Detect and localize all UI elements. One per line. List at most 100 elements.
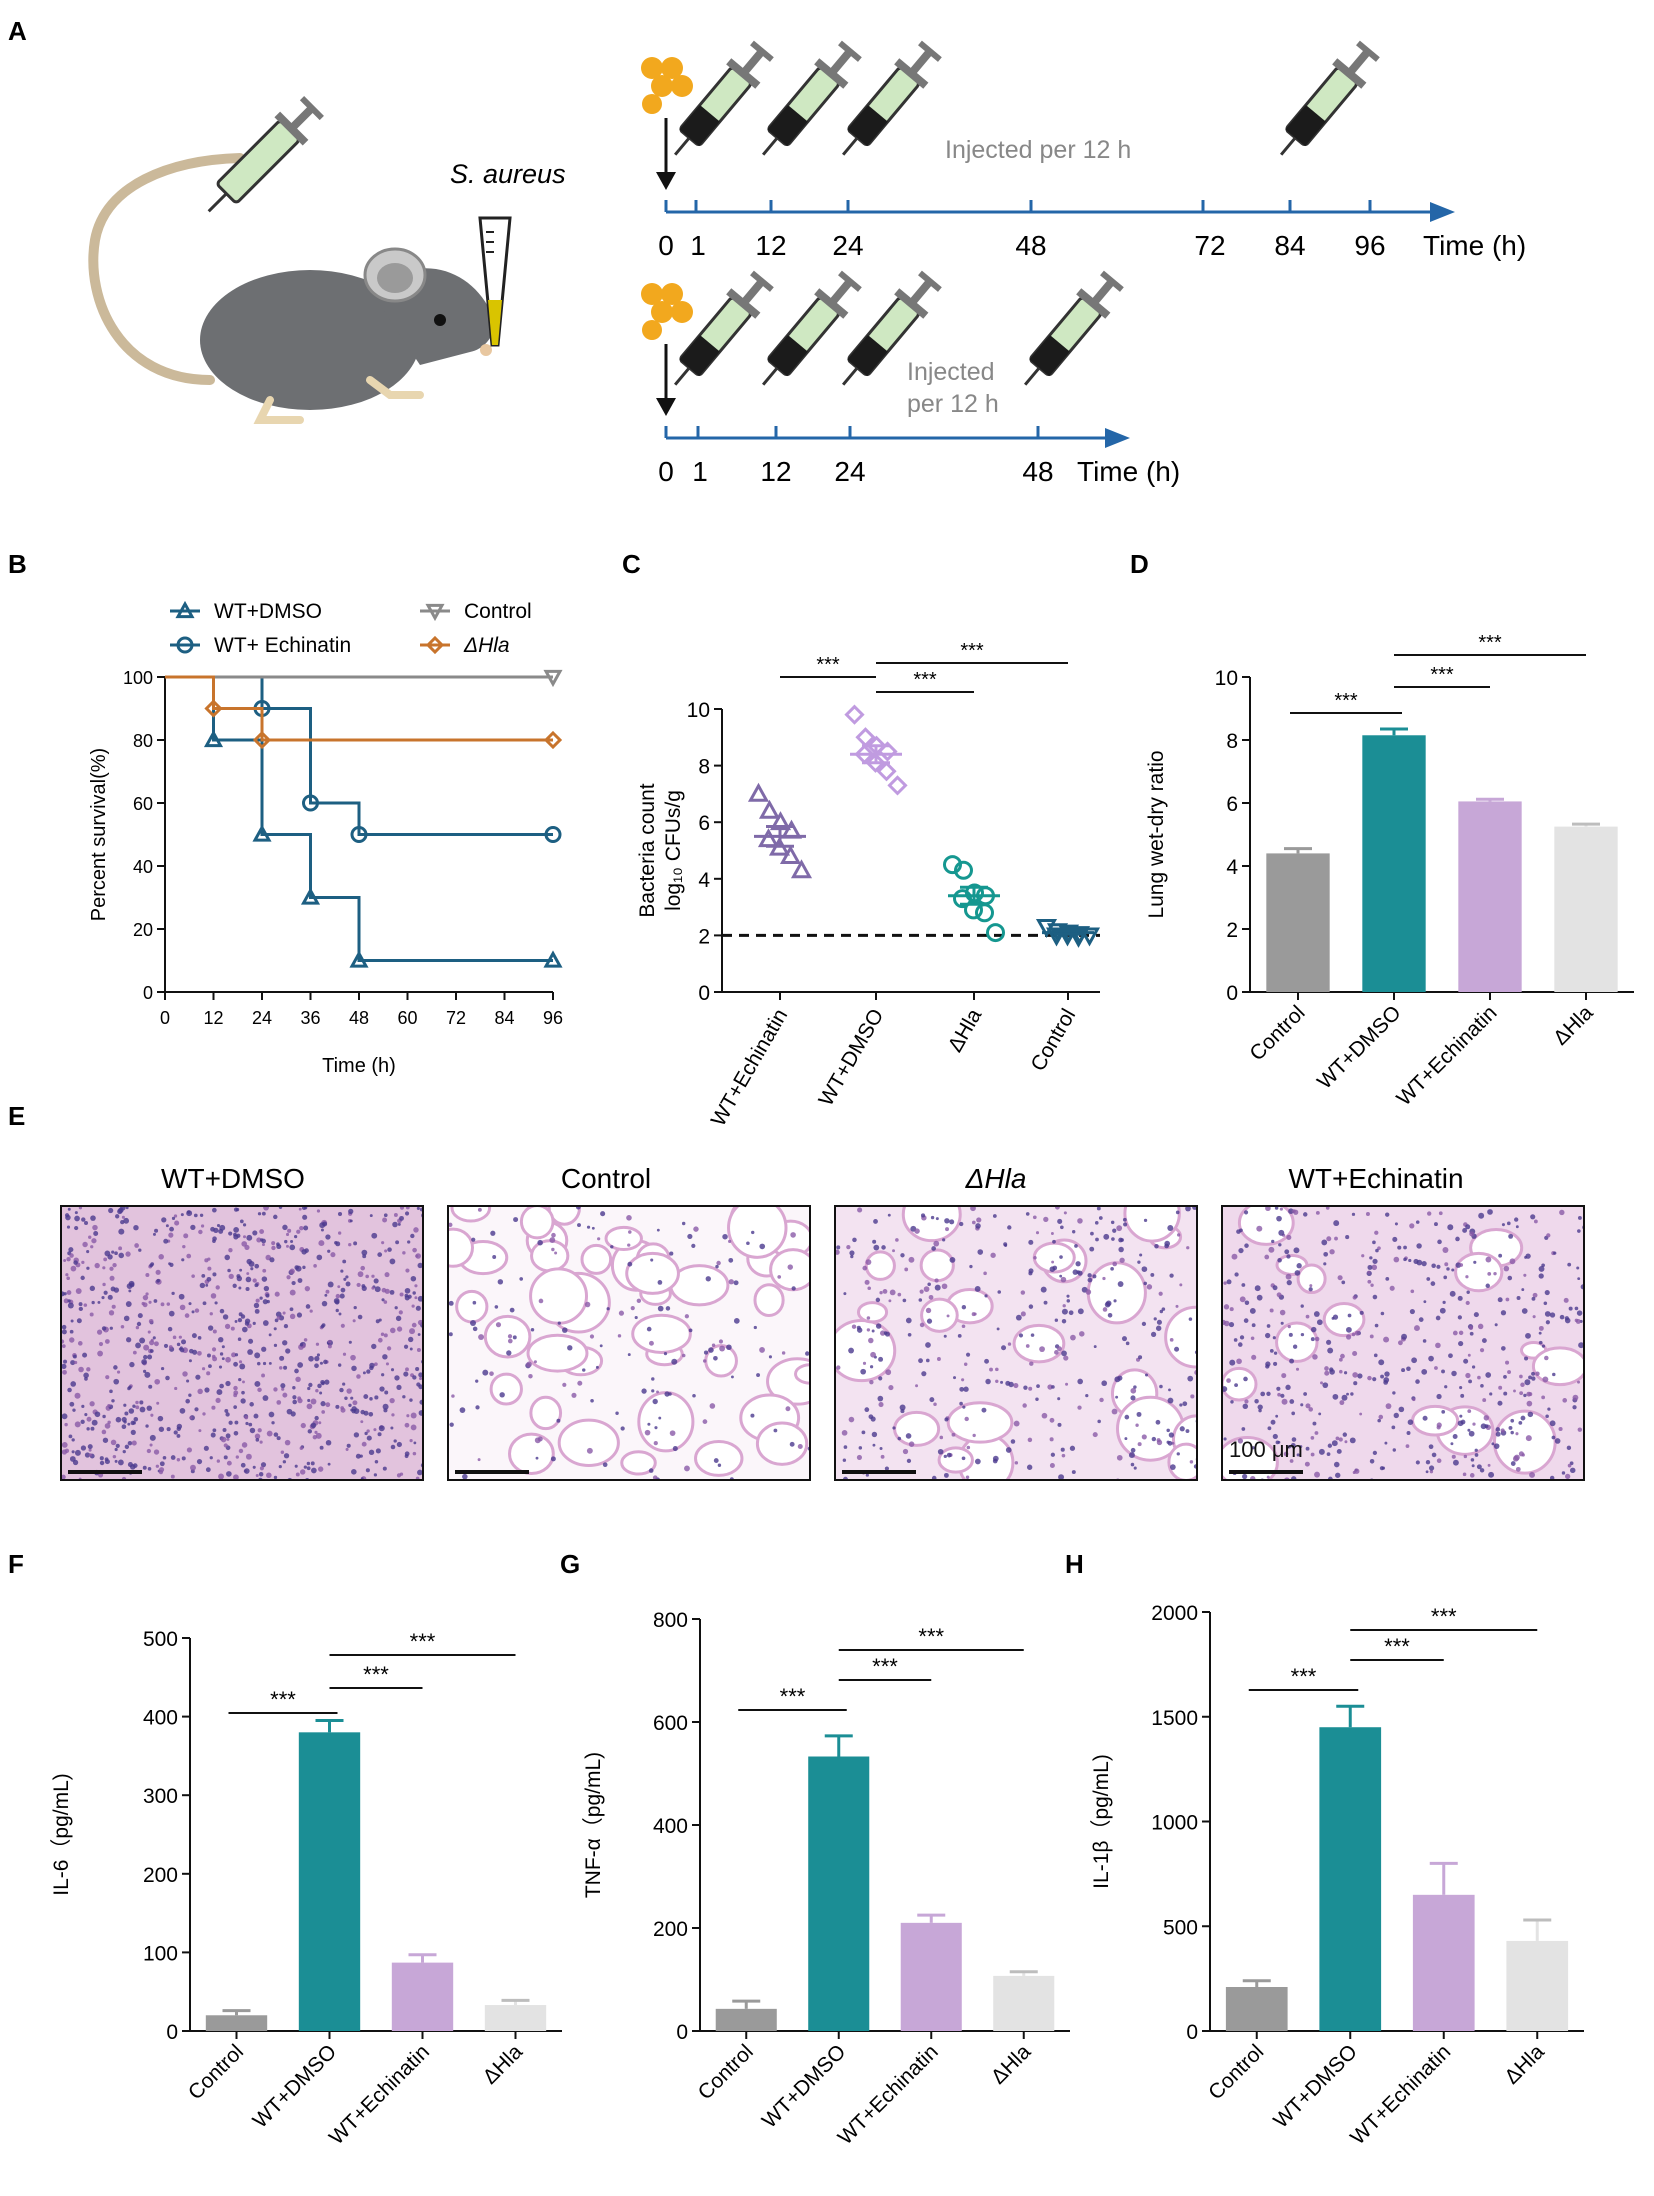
nucleus <box>297 1278 303 1283</box>
nucleus <box>91 1238 97 1244</box>
nucleus <box>120 1219 125 1225</box>
nucleus <box>1036 1384 1040 1389</box>
nucleus <box>1435 1315 1441 1321</box>
nucleus <box>1421 1260 1427 1267</box>
nucleus <box>209 1312 213 1316</box>
nucleus <box>1050 1452 1056 1457</box>
data-point <box>757 828 780 848</box>
nucleus <box>1244 1243 1249 1248</box>
nucleus <box>1289 1358 1295 1364</box>
nucleus <box>1242 1473 1248 1479</box>
nucleus <box>321 1410 325 1414</box>
nucleus <box>1135 1423 1139 1427</box>
significance-label: *** <box>270 1687 296 1712</box>
syringe-flange <box>814 288 849 319</box>
nucleus <box>1273 1361 1278 1366</box>
nucleus <box>154 1228 159 1233</box>
nucleus <box>1296 1263 1302 1269</box>
nucleus <box>197 1336 202 1340</box>
nucleus <box>1310 1337 1315 1342</box>
nucleus <box>641 1388 647 1394</box>
significance-label: *** <box>816 654 840 676</box>
nucleus <box>549 1237 556 1243</box>
nucleus <box>191 1333 197 1339</box>
nucleus <box>373 1473 378 1477</box>
nucleus <box>171 1216 176 1220</box>
nucleus <box>1182 1401 1188 1407</box>
nucleus <box>176 1423 183 1430</box>
nucleus <box>1485 1372 1492 1378</box>
nucleus <box>289 1307 294 1312</box>
nucleus <box>180 1213 184 1217</box>
nucleus <box>1436 1264 1441 1269</box>
nucleus <box>104 1423 111 1429</box>
nucleus <box>489 1371 494 1376</box>
nucleus <box>1451 1268 1455 1272</box>
nucleus <box>73 1260 78 1265</box>
nucleus <box>1567 1262 1572 1267</box>
nucleus <box>1110 1220 1115 1225</box>
nucleus <box>340 1287 346 1293</box>
nucleus <box>722 1233 728 1240</box>
nucleus <box>848 1416 855 1423</box>
nucleus <box>1500 1428 1505 1433</box>
nucleus <box>1554 1438 1561 1444</box>
nucleus <box>218 1473 224 1479</box>
nucleus <box>1043 1216 1049 1223</box>
nucleus <box>1401 1333 1408 1340</box>
nucleus <box>1574 1306 1579 1311</box>
nucleus <box>519 1277 524 1281</box>
nucleus <box>82 1241 88 1248</box>
nucleus <box>1035 1397 1039 1402</box>
nucleus <box>135 1405 140 1410</box>
nucleus <box>1538 1265 1545 1272</box>
nucleus <box>1488 1471 1495 1478</box>
nucleus <box>713 1355 718 1361</box>
nucleus <box>789 1441 795 1447</box>
nucleus <box>162 1455 167 1460</box>
nucleus <box>1049 1266 1056 1272</box>
nucleus <box>202 1412 206 1416</box>
nucleus <box>1515 1225 1519 1229</box>
nucleus <box>67 1387 72 1393</box>
x-tick-label: WT+DMSO <box>758 2040 851 2133</box>
nucleus <box>259 1466 264 1471</box>
bar <box>808 1756 870 2031</box>
nucleus <box>1533 1219 1538 1224</box>
nucleus <box>1369 1256 1373 1260</box>
nucleus <box>1291 1209 1296 1214</box>
nucleus <box>271 1421 275 1425</box>
nucleus <box>1296 1453 1300 1457</box>
nucleus <box>84 1413 88 1417</box>
nucleus <box>1242 1403 1249 1410</box>
injection-note-top: Injected per 12 h <box>945 136 1131 164</box>
histology-title-dhla: ΔHla <box>965 1163 1027 1194</box>
nucleus <box>1286 1234 1292 1240</box>
nucleus <box>620 1426 625 1431</box>
nucleus <box>88 1453 93 1457</box>
nucleus <box>142 1302 148 1308</box>
nucleus <box>280 1383 286 1389</box>
nucleus <box>964 1416 969 1422</box>
nucleus <box>276 1242 280 1247</box>
nucleus <box>414 1284 418 1288</box>
nucleus <box>1457 1295 1463 1301</box>
nucleus <box>384 1249 388 1253</box>
nucleus <box>1167 1397 1174 1404</box>
nucleus <box>1535 1371 1540 1376</box>
nucleus <box>169 1226 174 1232</box>
nucleus <box>362 1371 366 1375</box>
nucleus <box>1501 1346 1506 1351</box>
nucleus <box>142 1294 149 1301</box>
nucleus <box>652 1398 658 1405</box>
nucleus <box>371 1343 377 1350</box>
y-axis-label: IL-6（pg/mL) <box>50 1773 73 1896</box>
nucleus <box>1367 1375 1372 1381</box>
syringe-icon <box>674 40 774 156</box>
nucleus <box>84 1452 91 1458</box>
tick-label: 84 <box>1274 230 1305 261</box>
nucleus <box>1377 1246 1381 1250</box>
nucleus <box>1223 1320 1230 1327</box>
significance-label: *** <box>1384 1634 1410 1659</box>
nucleus <box>360 1420 364 1424</box>
